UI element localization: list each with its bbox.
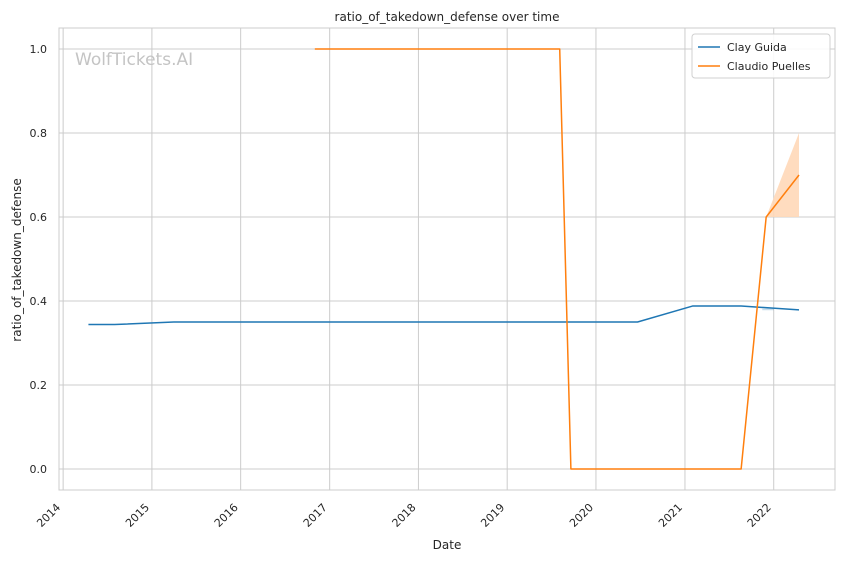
legend-label: Claudio Puelles <box>727 60 811 73</box>
legend-label: Clay Guida <box>727 41 787 54</box>
y-tick-label: 0.4 <box>30 295 48 308</box>
chart-title: ratio_of_takedown_defense over time <box>335 10 560 24</box>
legend-box <box>691 33 831 79</box>
watermark: WolfTickets.AI <box>75 50 193 70</box>
y-tick-label: 1.0 <box>30 43 48 56</box>
y-tick-label: 0.2 <box>30 379 48 392</box>
series-1-line <box>314 48 800 470</box>
y-tick-label: 0.0 <box>30 463 48 476</box>
series-1-confidence-band <box>766 133 800 217</box>
y-axis-label: ratio_of_takedown_defense <box>10 178 24 341</box>
x-axis-label: Date <box>433 538 462 552</box>
plot-area: 2014 2015 2016 2017 2018 2019 2020 2021 2022 0.0 0… <box>30 27 836 530</box>
y-tick-label: 0.8 <box>30 127 48 140</box>
x-tick-label: 2019 <box>478 501 507 530</box>
y-tick-label: 0.6 <box>30 211 48 224</box>
x-tick-label: 2015 <box>123 501 152 530</box>
x-tick-label: 2021 <box>656 501 685 530</box>
plot-frame <box>58 27 836 491</box>
x-tick-label: 2018 <box>390 501 419 530</box>
x-tick-label: 2020 <box>567 501 596 530</box>
x-tick-label: 2017 <box>301 501 330 530</box>
x-tick-label: 2014 <box>34 501 63 530</box>
series-0-confidence-band <box>762 308 774 311</box>
x-tick-label: 2016 <box>212 501 241 530</box>
x-tick-label: 2022 <box>745 501 774 530</box>
series-0-line <box>88 305 800 326</box>
